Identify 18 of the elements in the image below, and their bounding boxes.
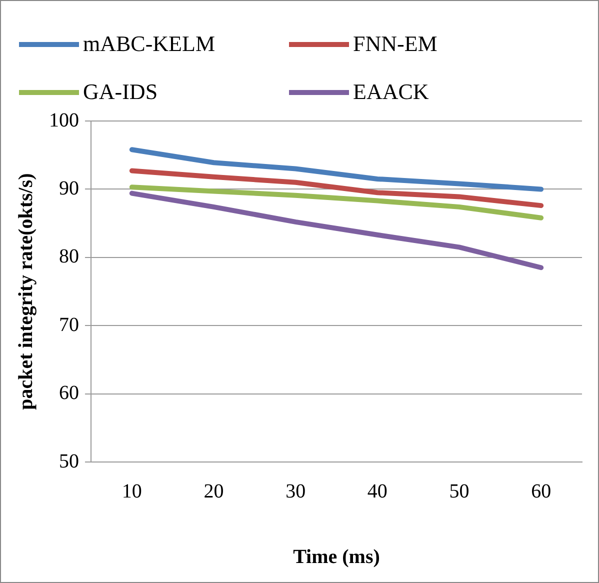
legend-label: FNN-EM [353, 31, 438, 57]
y-tick-label: 60 [59, 382, 79, 404]
y-tick-label: 90 [59, 177, 79, 200]
y-tick-label: 70 [59, 314, 79, 336]
x-tick-label: 50 [449, 480, 470, 502]
x-tick-label: 20 [204, 480, 224, 502]
x-tick-label: 60 [531, 480, 552, 502]
y-tick-label: 80 [59, 246, 79, 268]
x-tick-label: 30 [286, 480, 306, 502]
legend-label: mABC-KELM [83, 31, 215, 57]
legend-label: GA-IDS [83, 79, 158, 105]
x-tick-label: 10 [122, 480, 142, 502]
y-axis-title: packet integrity rate(okts/s) [15, 173, 38, 410]
x-axis-title: Time (ms) [293, 546, 380, 568]
y-tick-label: 100 [49, 109, 79, 132]
y-tick-label: 50 [59, 450, 79, 472]
x-tick-label: 40 [367, 480, 388, 502]
legend-label: EAACK [353, 79, 429, 105]
